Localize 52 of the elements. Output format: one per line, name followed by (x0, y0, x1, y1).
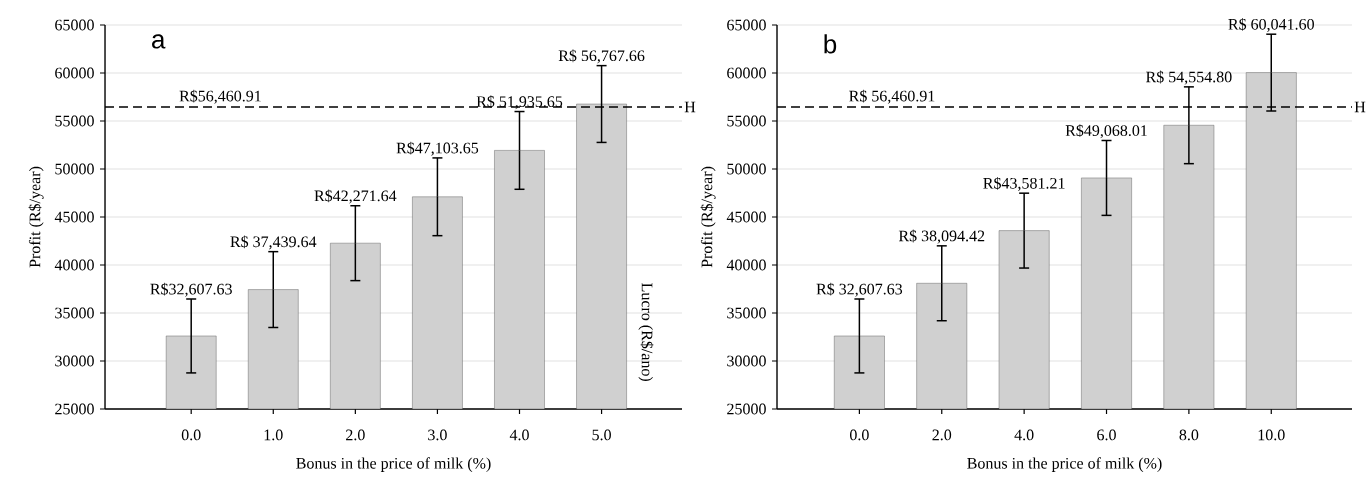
y-tick-label: 25000 (55, 403, 94, 415)
data-label: R$ 32,607.63 (816, 282, 903, 297)
x-tick-label: 2.0 (346, 429, 365, 441)
x-tick-label: 10.0 (1258, 429, 1285, 441)
x-tick-label: 1.0 (264, 429, 283, 441)
data-label: R$ 60,041.60 (1228, 17, 1314, 32)
data-label: R$43,581.21 (983, 176, 1065, 191)
y-tick-label: 55000 (727, 115, 766, 127)
y-tick-label: 40000 (54, 259, 94, 271)
annotation: a (152, 34, 166, 49)
data-label: R$47,103.65 (396, 141, 479, 156)
y-tick-label: 65000 (727, 19, 766, 31)
data-label: R$ 54,554.80 (1146, 70, 1232, 85)
y-tick-label: 60000 (727, 67, 766, 79)
x-tick-label: 4.0 (1014, 429, 1034, 441)
x-tick-label: 3.0 (428, 429, 447, 441)
data-label: R$ 38,094.42 (898, 229, 985, 244)
x-tick-label: 0.0 (850, 429, 869, 441)
annotation: R$ 56,460.91 (849, 89, 935, 104)
y-tick-label: 45000 (54, 211, 94, 223)
x-tick-label: 6.0 (1097, 429, 1116, 441)
data-label: R$49,068.01 (1065, 124, 1147, 139)
y-tick-label: 35000 (55, 307, 94, 319)
y-tick-label: 65000 (55, 19, 94, 31)
annotation: R$56,460.91 (179, 89, 261, 104)
x-axis-title: Bonus in the price of milk (%) (967, 457, 1162, 472)
data-label: R$ 37,439.64 (230, 235, 317, 250)
y-tick-label: 60000 (55, 67, 94, 79)
y-tick-label: 55000 (55, 115, 94, 127)
y-tick-label: 50000 (727, 163, 766, 175)
annotation: Lucro (R$/ano) (638, 283, 654, 382)
x-axis-title: Bonus in the price of milk (%) (296, 457, 491, 472)
y-tick-label: 40000 (726, 259, 766, 271)
x-tick-label: 5.0 (592, 429, 611, 441)
data-label: R$32,607.63 (150, 282, 232, 297)
y-tick-label: 30000 (55, 355, 94, 367)
x-tick-label: 8.0 (1179, 429, 1199, 441)
data-label: R$42,271.64 (314, 189, 397, 204)
x-tick-label: 2.0 (932, 429, 952, 441)
ref-line-label: H (1354, 101, 1366, 113)
data-label: R$ 56,767.66 (558, 49, 645, 64)
y-tick-label: 30000 (727, 355, 766, 367)
annotation: b (824, 34, 837, 54)
y-tick-label: 50000 (55, 163, 94, 175)
y-tick-label: 25000 (727, 403, 766, 415)
ref-line-label: H (684, 101, 696, 113)
x-tick-label: 4.0 (509, 429, 529, 441)
y-tick-label: 45000 (726, 211, 766, 223)
y-tick-label: 35000 (727, 307, 766, 319)
x-tick-label: 0.0 (181, 429, 201, 441)
y-axis-title: Profit (R$/year) (700, 166, 716, 268)
y-axis-title: Profit (R$/year) (28, 166, 44, 268)
